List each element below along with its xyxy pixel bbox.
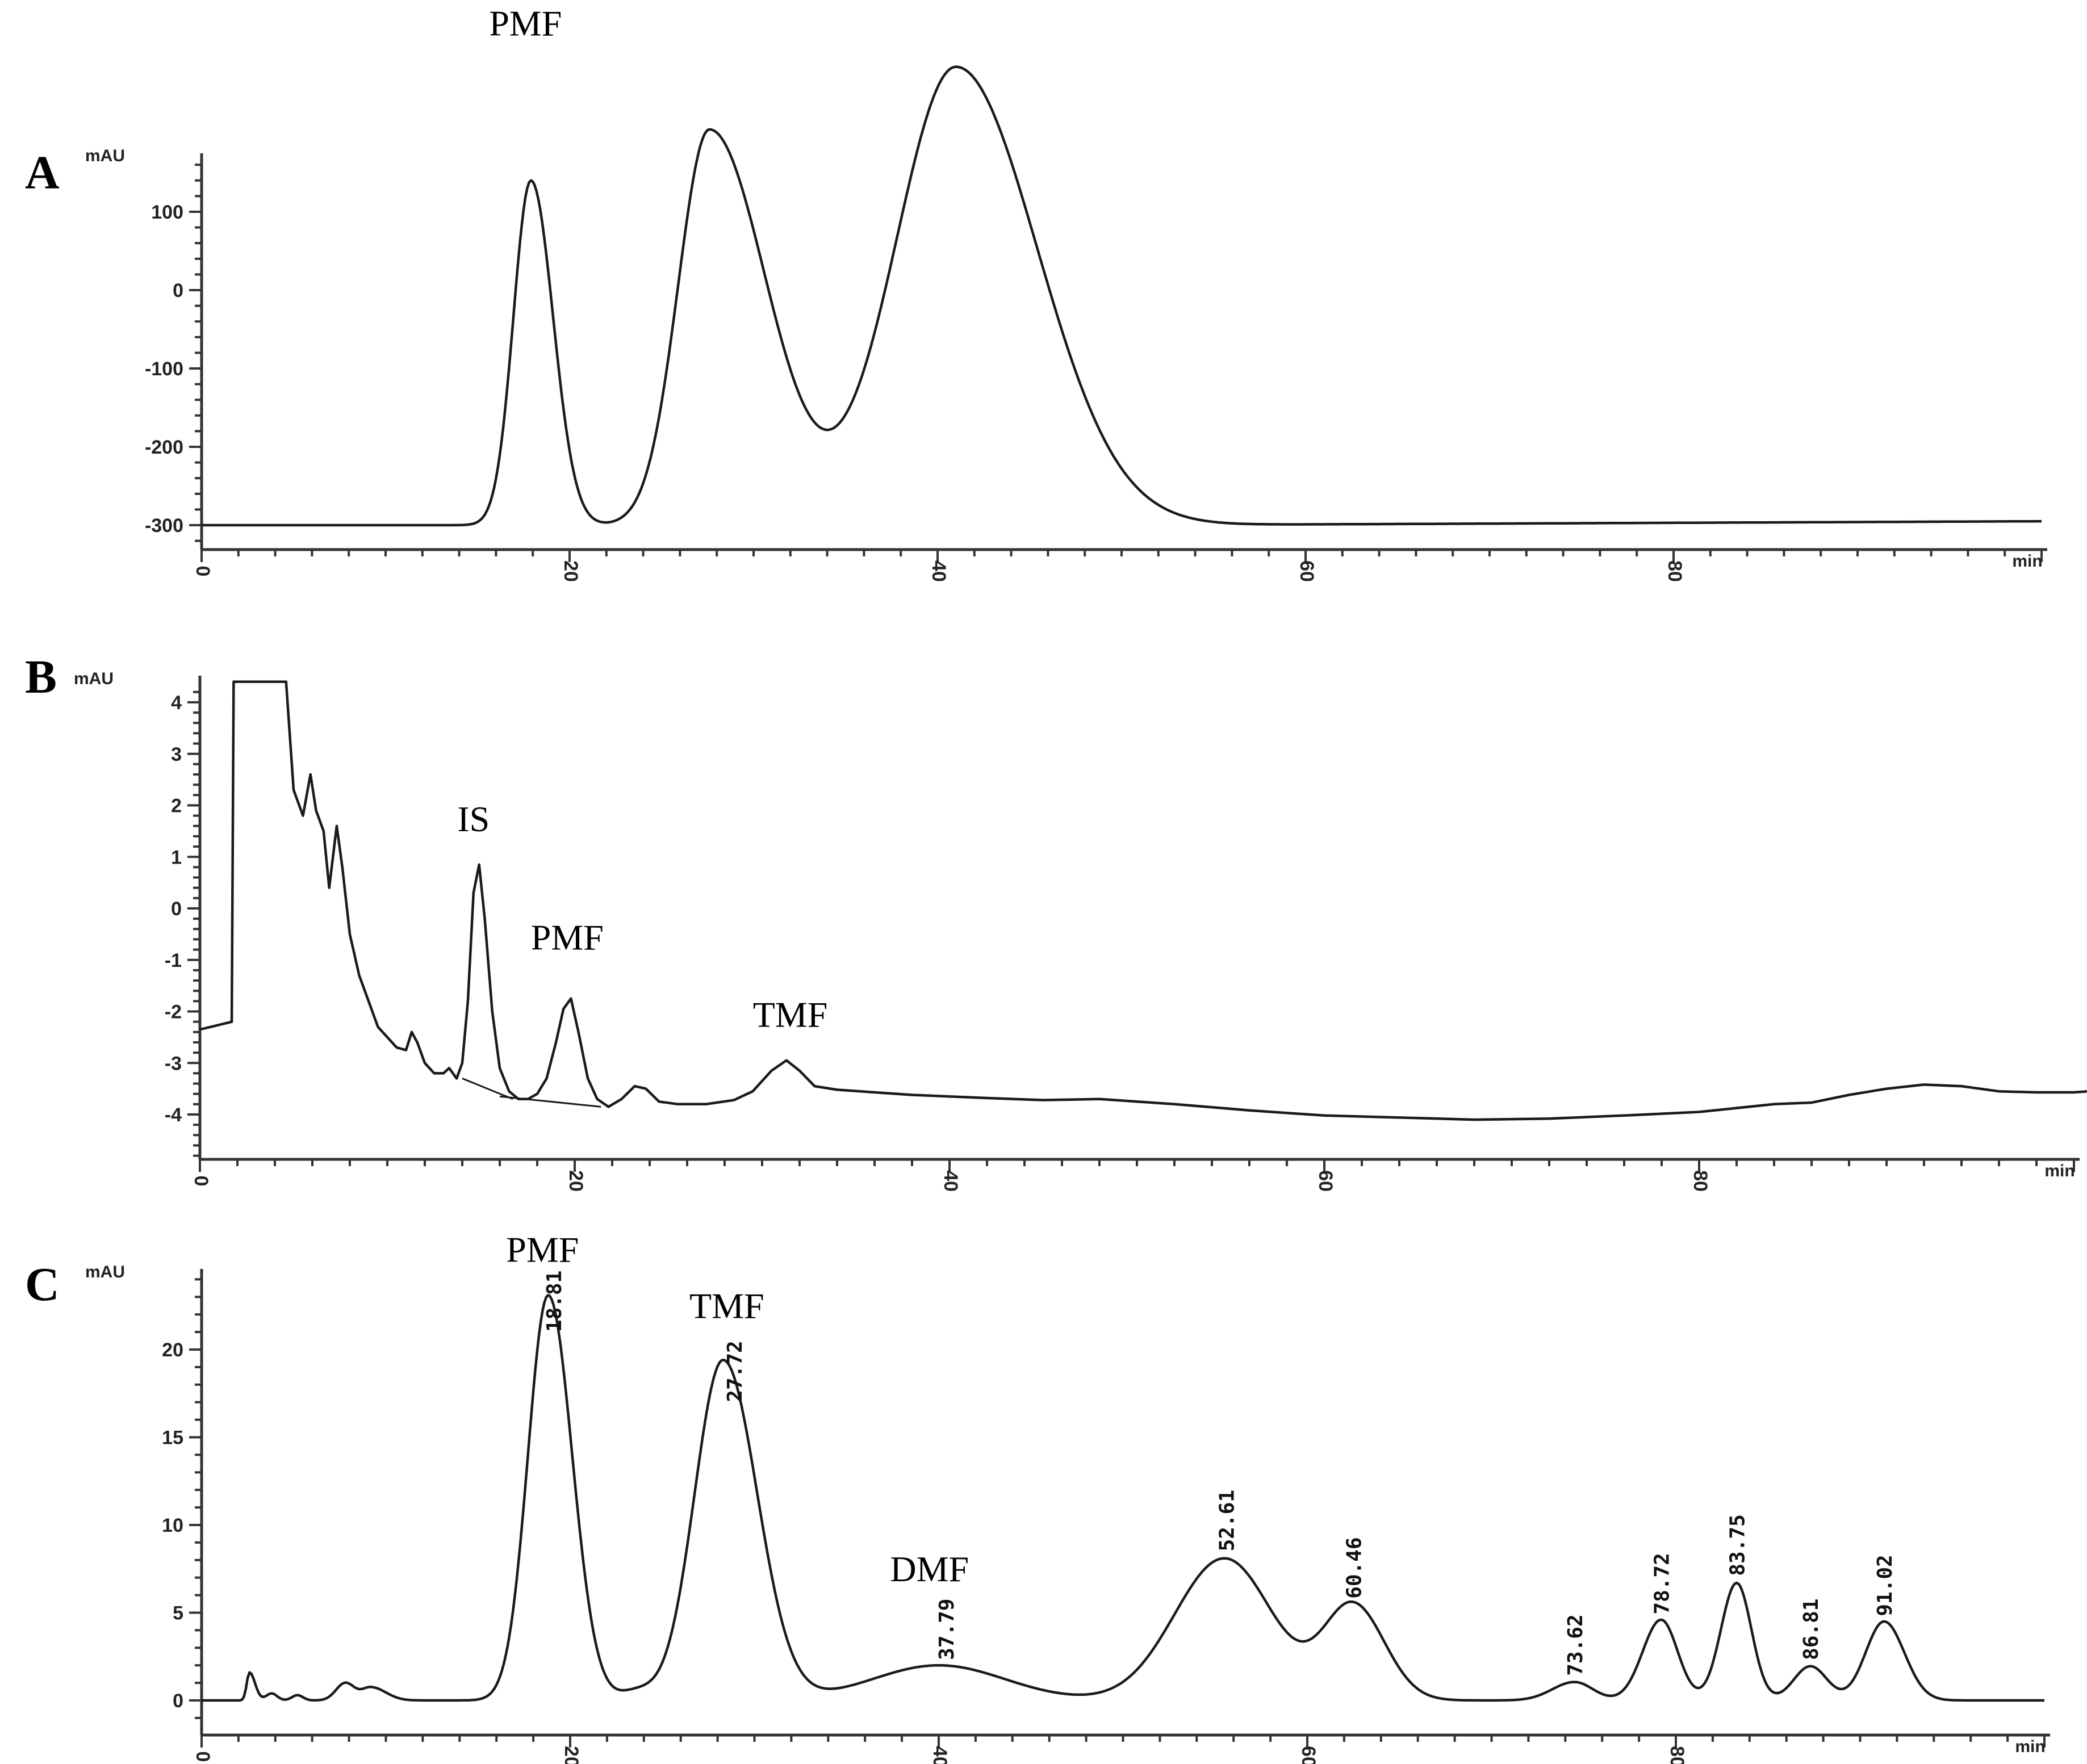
- x-tick-label: 80: [1689, 1170, 1711, 1192]
- y-tick-label: 0: [171, 898, 182, 920]
- y-tick-label: 15: [162, 1427, 183, 1449]
- y-tick-label: -4: [165, 1104, 182, 1126]
- y-tick-label: 100: [151, 202, 183, 223]
- x-tick-label: 40: [928, 560, 950, 582]
- y-tick-label: 4: [171, 692, 182, 714]
- peak-name-label: PMF: [506, 1230, 579, 1270]
- chromatogram-trace: [199, 680, 2087, 1121]
- chromatogram-trace: [202, 1293, 2044, 1702]
- x-tick-label: 0: [192, 566, 214, 577]
- integration-baseline: [499, 1095, 601, 1108]
- peak-name-label: PMF: [489, 3, 562, 44]
- y-tick-label: 5: [173, 1603, 183, 1624]
- x-tick-label: 60: [1296, 560, 1318, 582]
- panel-c-ylabel: mAU: [85, 1263, 125, 1281]
- peak-name-label: TMF: [689, 1285, 764, 1326]
- y-tick-label: -200: [145, 437, 183, 458]
- panel-b-letter: B: [25, 651, 57, 703]
- y-tick-label: 20: [162, 1339, 183, 1361]
- retention-time-label: 18.81: [543, 1271, 566, 1332]
- retention-time-label: 78.72: [1650, 1553, 1674, 1614]
- x-unit-label: min: [2044, 1162, 2075, 1180]
- x-tick-label: 0: [190, 1176, 212, 1187]
- peak-name-label: PMF: [531, 917, 604, 958]
- retention-time-label: 86.81: [1800, 1599, 1823, 1660]
- x-tick-label: 40: [940, 1170, 961, 1192]
- panel-a-ylabel: mAU: [85, 146, 125, 165]
- x-unit-label: min: [2015, 1737, 2045, 1756]
- x-tick-label: 0: [192, 1752, 214, 1762]
- peak-name-label: IS: [457, 799, 490, 839]
- peak-name-label: TMF: [753, 995, 828, 1035]
- retention-time-label: 37.79: [935, 1599, 959, 1660]
- y-tick-label: 2: [171, 795, 182, 817]
- y-tick-label: -300: [145, 515, 183, 537]
- x-tick-label: 20: [565, 1170, 587, 1192]
- x-tick-label: 80: [1666, 1746, 1688, 1764]
- retention-time-label: 52.61: [1215, 1490, 1239, 1551]
- x-tick-label: 60: [1315, 1170, 1336, 1192]
- peak-name-label: DMF: [890, 1549, 969, 1589]
- y-tick-label: 3: [171, 744, 182, 765]
- y-tick-label: 10: [162, 1515, 183, 1536]
- retention-time-label: 91.02: [1873, 1555, 1897, 1616]
- y-tick-label: 0: [173, 1690, 183, 1712]
- panel-a-letter: A: [25, 146, 60, 199]
- retention-time-label: 27.72: [723, 1340, 747, 1402]
- panel-b: B mAU 0 20 40 60 80 min 4 3 2 1 0 -1 -2 -3 -4 IS PMF TMF: [25, 651, 2087, 1192]
- x-tick-label: 60: [1298, 1746, 1319, 1764]
- panel-c-letter: C: [25, 1258, 60, 1311]
- y-tick-label: -2: [165, 1002, 182, 1023]
- retention-time-label: 83.75: [1726, 1514, 1749, 1576]
- x-tick-label: 20: [561, 1746, 582, 1764]
- y-tick-label: -100: [145, 358, 183, 380]
- y-tick-label: -3: [165, 1053, 182, 1074]
- retention-time-label: 73.62: [1564, 1614, 1587, 1675]
- x-tick-label: 20: [560, 560, 582, 582]
- y-tick-label: 1: [171, 847, 182, 868]
- x-unit-label: min: [2012, 552, 2042, 571]
- integration-baseline: [462, 1078, 513, 1100]
- retention-time-label: 60.46: [1342, 1537, 1366, 1598]
- panel-b-ylabel: mAU: [74, 669, 114, 688]
- y-tick-label: 0: [173, 280, 183, 301]
- panel-c: C mAU 0 20 40 60 80 min 20 15 10 5 0 PMF TMF DMF 18.8…: [25, 1230, 2050, 1764]
- x-tick-label: 80: [1664, 560, 1686, 582]
- y-tick-label: -1: [165, 950, 182, 971]
- x-tick-label: 40: [929, 1746, 951, 1764]
- chromatogram-trace: [202, 65, 2042, 527]
